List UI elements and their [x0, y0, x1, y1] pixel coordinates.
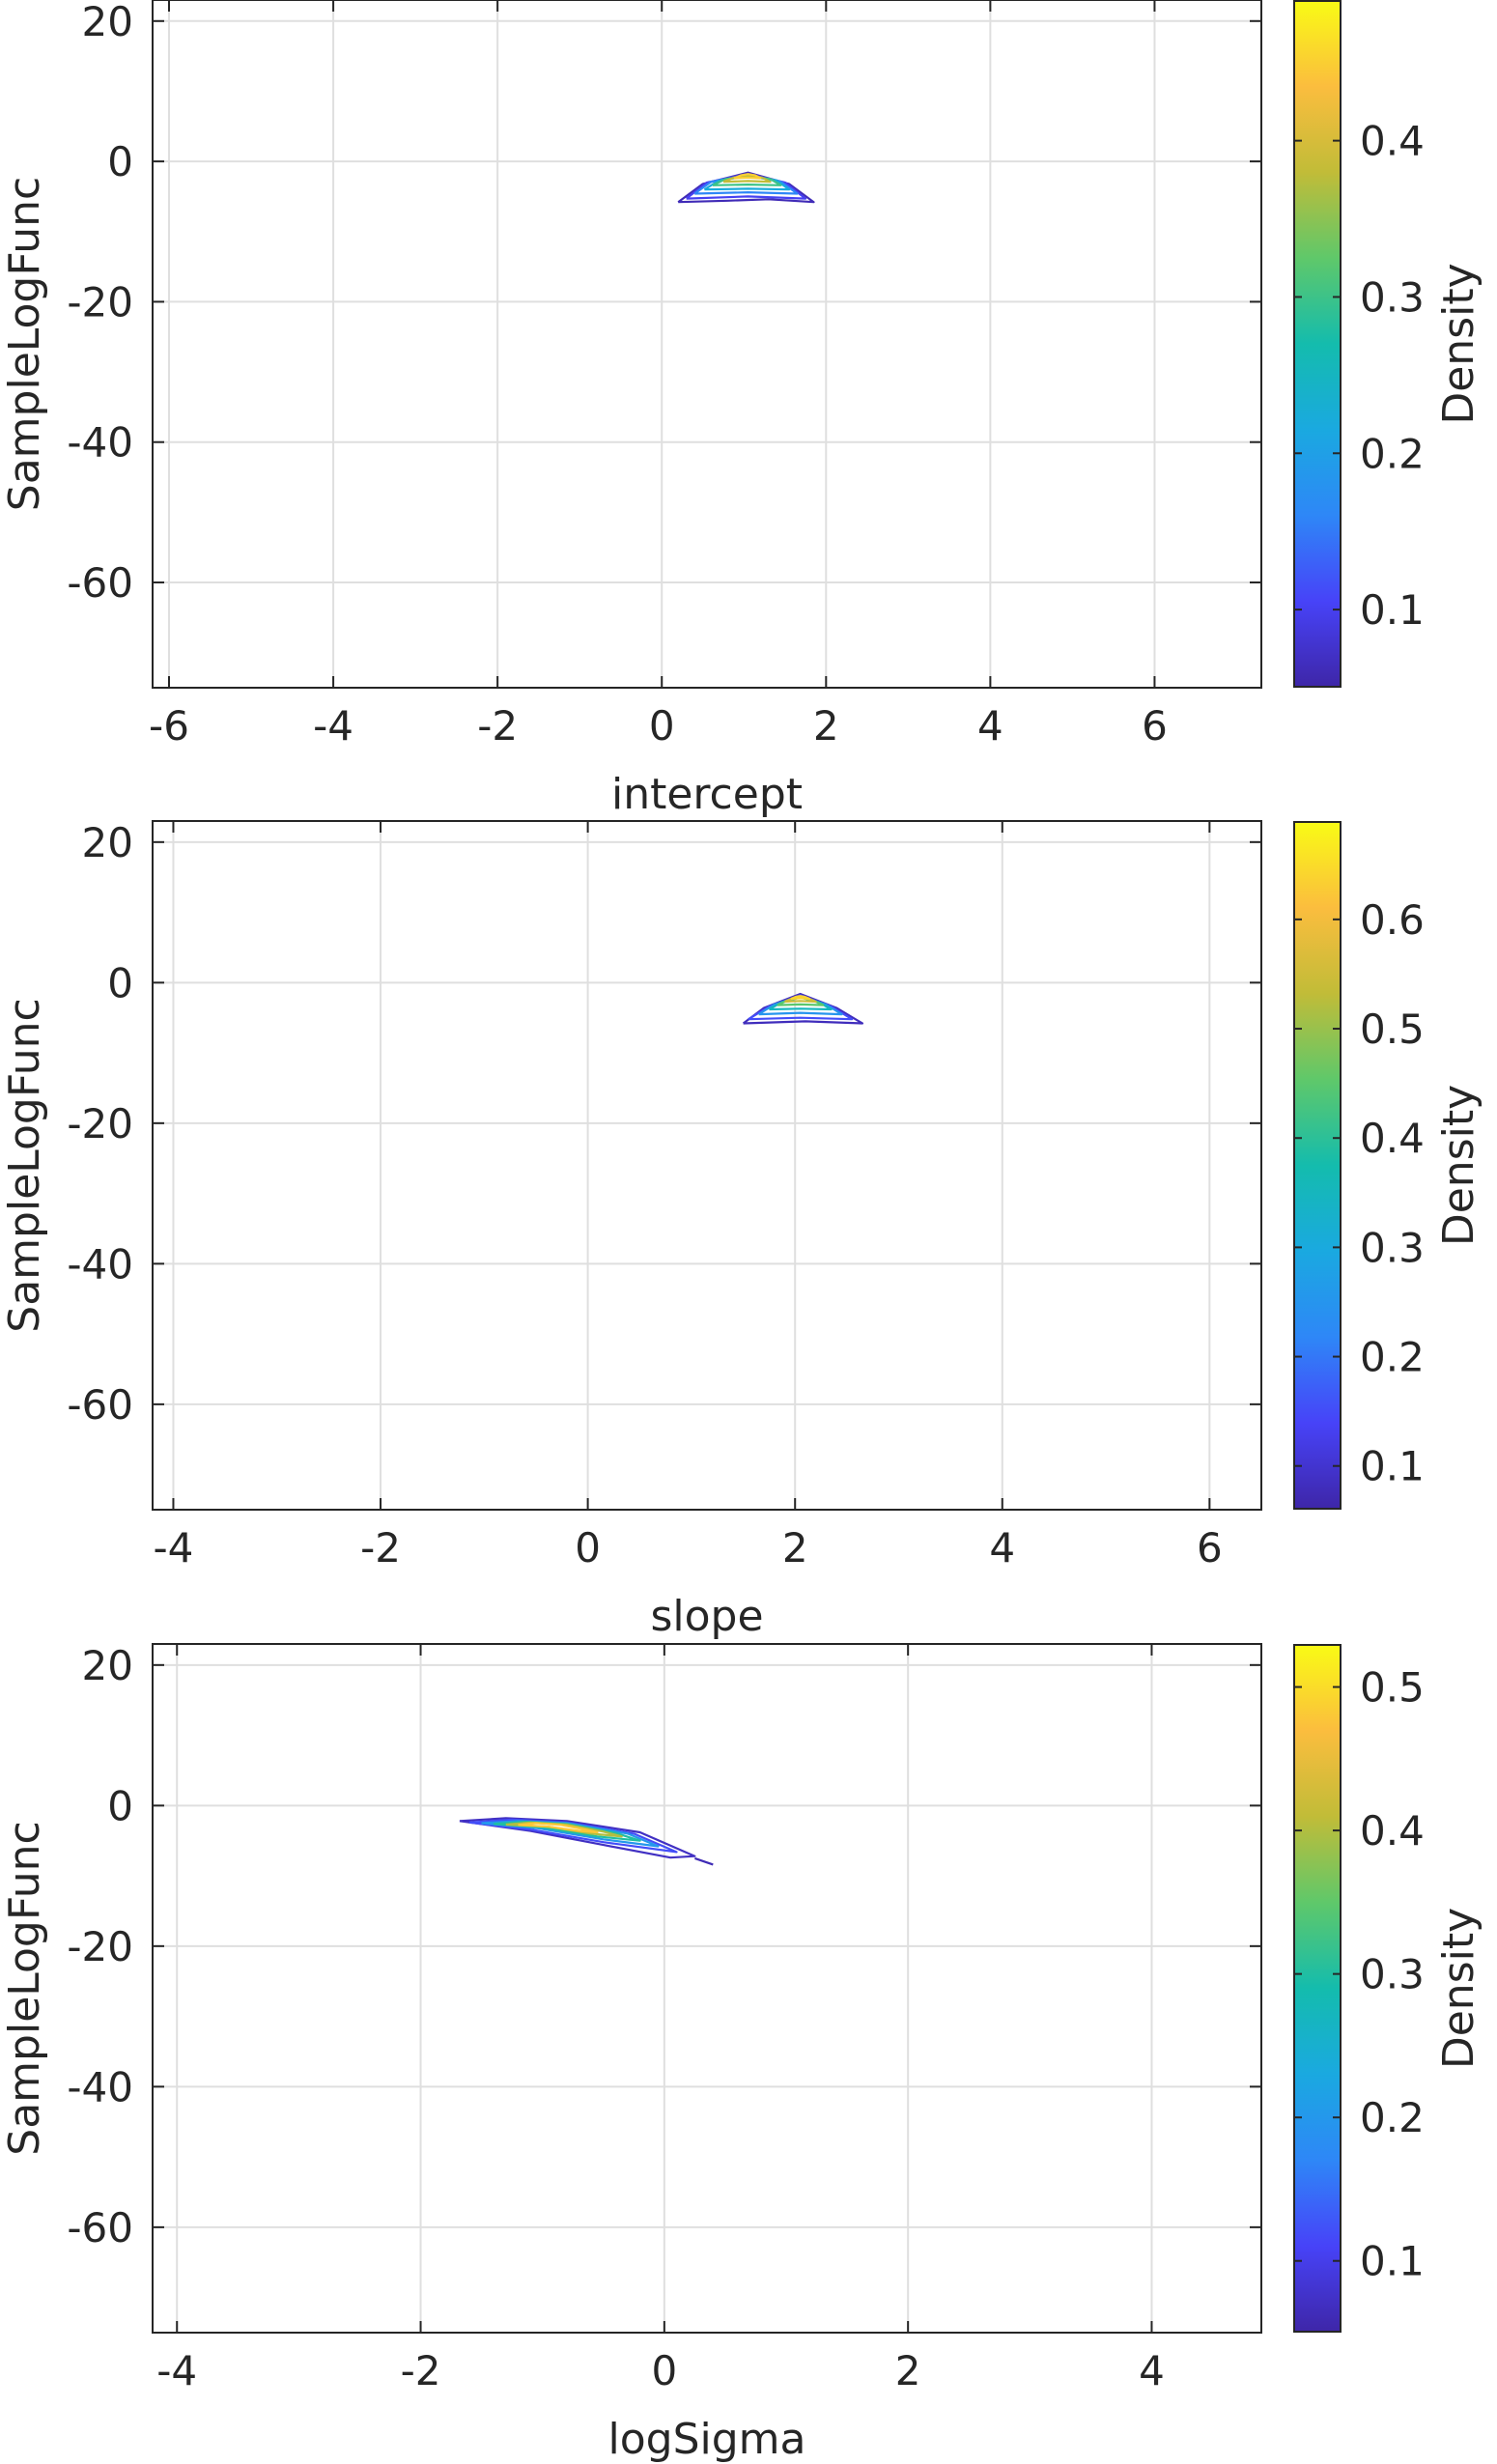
intercept-x-tick-label: -2 — [477, 702, 518, 750]
logsigma-y-tick-label: 20 — [82, 1642, 133, 1689]
slope-contour-line — [790, 995, 811, 1001]
slope-y-tick-label: 20 — [82, 819, 133, 866]
slope-contour-line — [758, 995, 843, 1016]
slope-colorbar-tick-label: 0.3 — [1360, 1224, 1425, 1271]
slope-x-axis-label: slope — [650, 1592, 763, 1641]
logsigma-colorbar-tick-label: 0.3 — [1360, 1951, 1425, 1998]
intercept-x-tick-label: 6 — [1142, 702, 1168, 750]
intercept-y-axis-label: SampleLogFunc — [0, 177, 49, 511]
logsigma-x-axis-label: logSigma — [608, 2415, 806, 2464]
slope-x-tick-label: -2 — [360, 1524, 401, 1572]
slope-gridlines — [153, 821, 1261, 1510]
slope-colorbar-tick-label: 0.4 — [1360, 1115, 1425, 1162]
slope-contours — [742, 992, 864, 1025]
slope-contour-line — [768, 996, 833, 1011]
logsigma-y-tick-label: -40 — [67, 2063, 133, 2110]
logsigma-y-axis-label: SampleLogFunc — [0, 1821, 49, 2155]
intercept-x-tick-label: 0 — [649, 702, 675, 750]
intercept-contours — [677, 171, 815, 204]
slope-colorbar-tick-label: 0.6 — [1360, 896, 1425, 944]
logsigma-contour-line — [459, 1817, 696, 1859]
logsigma-x-tick-label: 0 — [651, 2347, 677, 2394]
intercept-x-tick-label: -6 — [149, 702, 189, 750]
logsigma-outlier-contour — [694, 1856, 714, 1866]
logsigma-x-tick-label: -4 — [156, 2347, 197, 2394]
logsigma-y-tick-label: -20 — [67, 1923, 133, 1970]
logsigma-x-tick-label: -2 — [401, 2347, 441, 2394]
slope-y-tick-label: -20 — [67, 1100, 133, 1147]
logsigma-colorbar — [1293, 1644, 1342, 2333]
slope-colorbar-tick-label: 0.1 — [1360, 1443, 1425, 1490]
intercept-colorbar-tick-label: 0.1 — [1360, 586, 1425, 634]
slope-x-tick-label: -4 — [154, 1524, 194, 1572]
intercept-y-tick-label: 20 — [82, 0, 133, 45]
slope-x-tick-label: 2 — [782, 1524, 808, 1572]
intercept-axes-box — [152, 0, 1262, 689]
slope-colorbar — [1293, 821, 1342, 1510]
slope-contour-line — [742, 992, 864, 1025]
intercept-contour-line — [733, 173, 762, 180]
slope-x-tick-label: 0 — [575, 1524, 601, 1572]
intercept-y-tick-label: -40 — [67, 419, 133, 467]
logsigma-x-tick-label: 4 — [1139, 2347, 1165, 2394]
logsigma-colorbar-tick-label: 0.1 — [1360, 2238, 1425, 2285]
slope-x-tick-label: 4 — [989, 1524, 1015, 1572]
intercept-y-tick-label: 0 — [107, 138, 133, 185]
intercept-colorbar-ticks: 0.1 0.2 0.3 0.4 — [1294, 118, 1425, 634]
slope-colorbar-ticks: 0.1 0.2 0.3 0.4 0.5 0.6 — [1294, 896, 1425, 1490]
logsigma-colorbar-label: Density — [1434, 1908, 1483, 2069]
intercept-colorbar-tick-label: 0.2 — [1360, 430, 1425, 477]
intercept-x-tick-label: -4 — [313, 702, 353, 750]
logsigma-colorbar-tick-label: 0.4 — [1360, 1807, 1425, 1855]
logsigma-colorbar-ticks: 0.1 0.2 0.3 0.4 0.5 — [1294, 1664, 1425, 2285]
logsigma-axes-box — [152, 1643, 1262, 2334]
intercept-contour-line — [712, 175, 782, 186]
intercept-contour-line — [703, 175, 791, 191]
slope-colorbar-tick-label: 0.2 — [1360, 1334, 1425, 1381]
logsigma-y-tick-label: -60 — [67, 2204, 133, 2252]
intercept-y-tick-label: -60 — [67, 559, 133, 607]
slope-y-tick-label: -60 — [67, 1381, 133, 1429]
logsigma-colorbar-tick-label: 0.5 — [1360, 1664, 1425, 1712]
slope-colorbar-tick-label: 0.5 — [1360, 1005, 1425, 1053]
logsigma-contour-line — [518, 1822, 599, 1834]
logsigma-x-tick-label: 2 — [895, 2347, 921, 2394]
slope-y-tick-label: -40 — [67, 1240, 133, 1288]
intercept-colorbar — [1293, 0, 1342, 688]
intercept-x-axis-label: intercept — [611, 770, 803, 819]
logsigma-y-tick-label: 0 — [107, 1782, 133, 1829]
intercept-x-tick-label: 2 — [813, 702, 839, 750]
logsigma-contours — [459, 1817, 714, 1866]
slope-y-axis-label: SampleLogFunc — [0, 998, 49, 1332]
logsigma-gridlines — [153, 1644, 1261, 2333]
slope-y-tick-label: 0 — [107, 959, 133, 1006]
intercept-contour-line — [686, 173, 807, 200]
intercept-y-tick-label: -20 — [67, 278, 133, 326]
intercept-colorbar-label: Density — [1434, 263, 1483, 424]
intercept-gridlines — [153, 0, 1261, 688]
intercept-colorbar-tick-label: 0.3 — [1360, 273, 1425, 321]
slope-x-tick-label: 6 — [1197, 1524, 1223, 1572]
logsigma-colorbar-tick-label: 0.2 — [1360, 2094, 1425, 2141]
slope-axes-box — [152, 820, 1262, 1511]
slope-colorbar-label: Density — [1434, 1085, 1483, 1246]
intercept-x-tick-label: 4 — [977, 702, 1003, 750]
intercept-contour-line — [693, 174, 799, 195]
intercept-colorbar-tick-label: 0.4 — [1360, 118, 1425, 165]
